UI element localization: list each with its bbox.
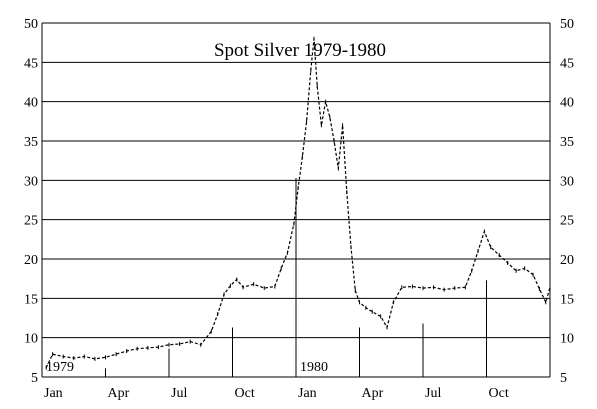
x-tick-label: Apr <box>362 386 384 401</box>
y-tick-label-right: 30 <box>560 174 574 189</box>
y-tick-label-left: 35 <box>24 135 38 150</box>
x-tick-label: Oct <box>235 386 255 401</box>
x-tick-label: Apr <box>108 386 130 401</box>
y-tick-label-right: 35 <box>560 135 574 150</box>
y-tick-label-left: 50 <box>24 17 38 32</box>
x-tick-label: Jul <box>425 386 441 401</box>
y-tick-label-right: 10 <box>560 332 574 347</box>
y-tick-label-left: 20 <box>24 253 38 268</box>
price-series-line <box>45 38 551 368</box>
y-tick-label-left: 45 <box>24 56 38 71</box>
x-tick-label: Jan <box>44 386 63 401</box>
chart-title: Spot Silver 1979-1980 <box>214 40 386 61</box>
year-label: 1980 <box>300 360 328 375</box>
y-tick-label-right: 5 <box>560 371 567 386</box>
year-label: 1979 <box>46 360 74 375</box>
y-axis-right-ticks: 5 10 15 20 25 30 35 40 45 50 <box>560 17 574 386</box>
y-tick-label-left: 15 <box>24 292 38 307</box>
y-tick-label-right: 15 <box>560 292 574 307</box>
y-axis-left-ticks: 5 10 15 20 25 30 35 40 45 50 <box>24 17 38 386</box>
y-tick-label-left: 25 <box>24 214 38 229</box>
x-tick-label: Jan <box>298 386 317 401</box>
y-tick-label-right: 45 <box>560 56 574 71</box>
y-tick-label-left: 40 <box>24 96 38 111</box>
month-markers <box>105 177 551 377</box>
y-tick-label-left: 5 <box>31 371 38 386</box>
y-tick-label-right: 40 <box>560 96 574 111</box>
x-axis-ticks: Jan Apr Jul Oct Jan Apr Jul Oct <box>44 386 509 401</box>
x-tick-label: Jul <box>171 386 187 401</box>
y-tick-label-left: 30 <box>24 174 38 189</box>
y-tick-label-left: 10 <box>24 332 38 347</box>
y-tick-label-right: 25 <box>560 214 574 229</box>
price-series <box>45 36 551 370</box>
y-tick-label-right: 50 <box>560 17 574 32</box>
y-tick-label-right: 20 <box>560 253 574 268</box>
plot-frame <box>41 23 551 377</box>
year-labels: 1979 1980 <box>46 360 328 375</box>
x-tick-label: Oct <box>489 386 509 401</box>
